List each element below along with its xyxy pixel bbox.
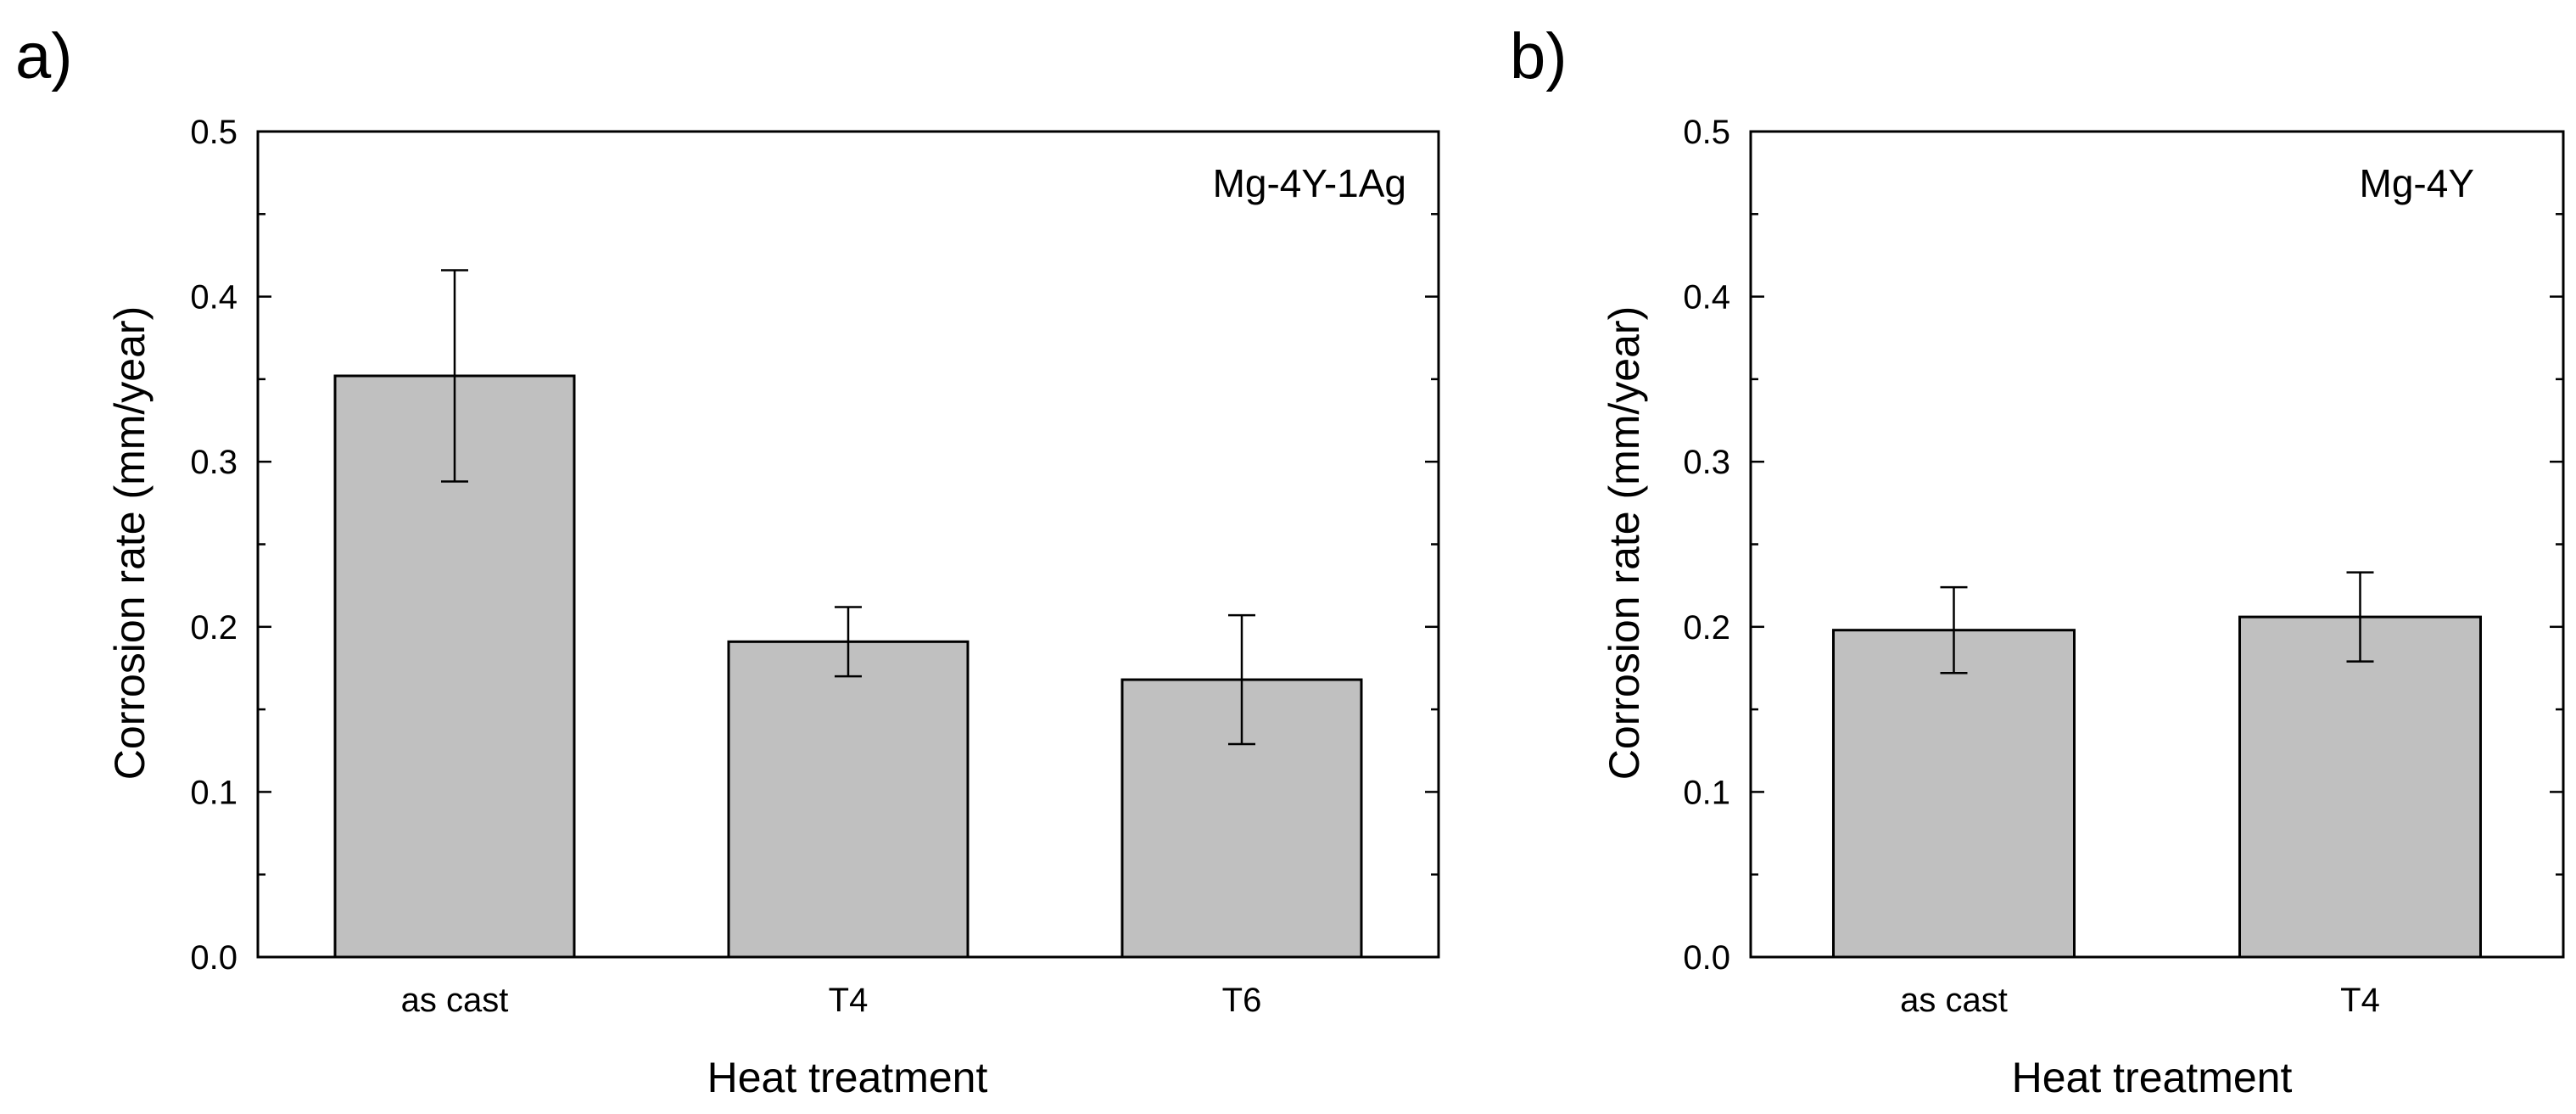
- panel-b-label: b): [1510, 20, 1567, 92]
- panel-a-y-tick-label-3: 0.3: [190, 444, 237, 481]
- panel-a-x-tick-label-0: as cast: [401, 982, 509, 1019]
- panel-a-error-bar-2: [1228, 613, 1255, 746]
- panel-b-y-tick-label-4: 0.4: [1683, 279, 1730, 316]
- panel-a-label: a): [15, 20, 73, 92]
- panel-a-y-axis-title: Corrosion rate (mm/year): [106, 306, 154, 780]
- panel-b-error-bar-0: [1940, 585, 1968, 675]
- panel-a-x-tick-label-1: T4: [829, 982, 869, 1019]
- panel-a: a) Corrosion rate (mm/year) Heat treatme…: [15, 20, 1440, 1101]
- panel-b: b) Corrosion rate (mm/year) Heat treatme…: [1510, 20, 2565, 1101]
- panel-a-y-tick-label-1: 0.1: [190, 774, 237, 811]
- panel-b-x-tick-label-1: T4: [2340, 982, 2380, 1019]
- panel-a-x-tick-label-2: T6: [1222, 982, 1262, 1019]
- panel-a-y-tick-label-2: 0.2: [190, 609, 237, 647]
- panel-b-bar-0: [1832, 629, 2076, 959]
- panel-a-y-tick-label-0: 0.0: [190, 939, 237, 977]
- panel-b-y-tick-label-0: 0.0: [1683, 939, 1730, 977]
- panel-b-plot: as cast T4 0.0 0.1 0.2 0.3 0.4 0.5: [1683, 114, 2565, 1019]
- panel-b-x-axis-title: Heat treatment: [2012, 1054, 2293, 1101]
- panel-b-y-axis-title: Corrosion rate (mm/year): [1601, 306, 1648, 780]
- panel-a-y-tick-label-5: 0.5: [190, 114, 237, 151]
- panel-b-x-tick-label-0: as cast: [1900, 982, 2008, 1019]
- panel-a-error-bar-0: [441, 269, 468, 483]
- panel-b-y-tick-label-2: 0.2: [1683, 609, 1730, 647]
- panel-a-plot: as cast T4 T6 0.0 0.1 0.2 0.3 0.4 0.5: [190, 114, 1440, 1019]
- panel-a-y-tick-label-4: 0.4: [190, 279, 237, 316]
- panel-b-bar-1: [2238, 615, 2482, 959]
- panel-b-y-tick-label-1: 0.1: [1683, 774, 1730, 811]
- panel-a-annotation: Mg-4Y-1Ag: [1213, 161, 1406, 205]
- panel-a-bar-1: [727, 640, 969, 959]
- panel-a-error-bar-1: [835, 606, 862, 678]
- panel-b-y-tick-label-5: 0.5: [1683, 114, 1730, 151]
- panel-a-x-axis-title: Heat treatment: [707, 1054, 988, 1101]
- panel-b-y-tick-label-3: 0.3: [1683, 444, 1730, 481]
- panel-b-error-bar-1: [2346, 571, 2374, 663]
- panel-b-annotation: Mg-4Y: [2360, 161, 2474, 205]
